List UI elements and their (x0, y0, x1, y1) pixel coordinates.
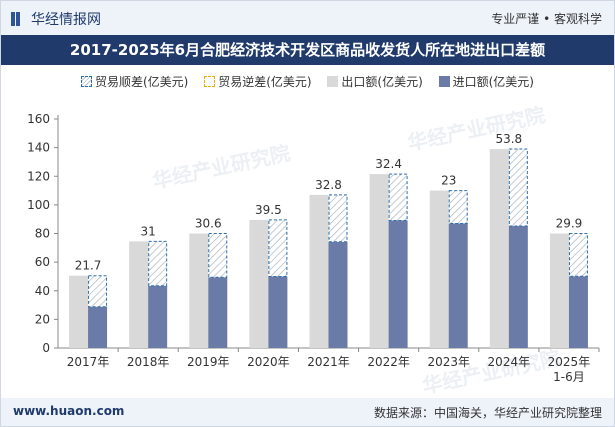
bar-export-0 (69, 275, 89, 348)
bar-surplus-6 (448, 190, 468, 224)
bar-import-5 (388, 220, 408, 348)
bar-export-4 (309, 194, 329, 348)
x-tick-label-8: 2025年 1-6月 (548, 355, 591, 384)
bar-surplus-1 (148, 240, 168, 287)
x-tick-label-3: 2020年 (247, 355, 290, 369)
x-tick-label-4: 2021年 (307, 355, 350, 369)
data-label-1: 31 (141, 224, 156, 238)
bar-import-7 (508, 226, 528, 348)
bar-export-8 (549, 233, 569, 348)
x-tick-label-1: 2018年 (127, 355, 170, 369)
brand[interactable]: 华经情报网 (11, 9, 101, 29)
y-tick-label-2: 40 (35, 284, 50, 298)
legend-label-import: 进口额(亿美元) (452, 75, 534, 89)
bar-export-5 (369, 174, 389, 348)
bar-surplus-5 (388, 173, 408, 221)
y-tick-label-5: 100 (27, 198, 50, 212)
bar-import-6 (448, 223, 468, 348)
bar-chart: 0 20 40 60 80 100 120 140 160 21.7 2017年 31 2018年 30.… (27, 112, 600, 384)
bar-export-3 (249, 219, 269, 348)
bar-import-2 (208, 277, 228, 348)
bar-export-6 (429, 190, 449, 348)
top-bar: 华经情报网 专业严谨 • 客观科学 (1, 1, 614, 35)
data-label-7: 53.8 (495, 132, 522, 146)
y-tick-label-7: 140 (27, 141, 50, 155)
data-label-0: 21.7 (75, 259, 102, 273)
bar-export-1 (129, 241, 149, 348)
data-label-5: 32.4 (375, 157, 402, 171)
y-tick-label-4: 80 (35, 227, 50, 241)
footer-url[interactable]: www.huaon.com (13, 404, 125, 418)
brand-logo-icon (11, 12, 25, 26)
data-label-4: 32.8 (315, 178, 342, 192)
legend-label-surplus: 贸易顺差(亿美元) (95, 75, 189, 89)
chart-legend: 贸易顺差(亿美元) 贸易逆差(亿美元) 出口额(亿美元) 进口额(亿美元) (1, 73, 614, 90)
x-tick-label-7: 2024年 (488, 355, 531, 369)
brand-name: 华经情报网 (31, 12, 101, 28)
y-tick-label-3: 60 (35, 255, 50, 269)
bar-import-8 (568, 276, 588, 348)
bar-surplus-2 (208, 233, 228, 278)
legend-label-export: 出口额(亿美元) (341, 75, 423, 89)
legend-item-export[interactable]: 出口额(亿美元) (327, 73, 423, 90)
y-tick-label-8: 160 (27, 112, 50, 126)
data-label-8: 29.9 (556, 217, 583, 231)
y-tick-label-1: 20 (35, 312, 50, 326)
legend-swatch-export (327, 76, 339, 87)
bar-export-7 (489, 149, 509, 348)
legend-swatch-surplus (81, 76, 92, 87)
data-label-3: 39.5 (255, 203, 282, 217)
bar-surplus-0 (88, 275, 108, 308)
legend-item-surplus[interactable]: 贸易顺差(亿美元) (81, 73, 188, 90)
data-label-6: 23 (441, 174, 456, 188)
slogan: 专业严谨 • 客观科学 (491, 12, 602, 26)
legend-swatch-import (438, 76, 450, 87)
footer: www.huaon.com 数据来源：中国海关，华经产业研究院整理 (1, 398, 614, 426)
x-tick-label-6: 2023年 (427, 355, 470, 369)
bar-import-3 (268, 276, 288, 348)
bar-import-4 (328, 241, 348, 348)
y-tick-label-0: 0 (42, 341, 50, 355)
legend-swatch-deficit (204, 76, 216, 87)
x-tick-label-2: 2019年 (187, 355, 230, 369)
legend-label-deficit: 贸易逆差(亿美元) (218, 75, 312, 89)
y-tick-label-6: 120 (27, 169, 50, 183)
x-tick-label-5: 2022年 (367, 355, 410, 369)
bar-surplus-3 (268, 219, 288, 277)
footer-source: 数据来源：中国海关，华经产业研究院整理 (373, 406, 602, 420)
chart-title: 2017-2025年6月合肥经济技术开发区商品收发货人所在地进出口差额 (1, 35, 614, 65)
x-tick-label-0: 2017年 (67, 355, 110, 369)
bar-surplus-8 (568, 233, 588, 277)
bar-import-0 (88, 306, 108, 348)
legend-item-deficit[interactable]: 贸易逆差(亿美元) (204, 73, 312, 90)
data-label-2: 30.6 (195, 217, 222, 231)
bar-surplus-7 (508, 148, 528, 227)
bar-surplus-4 (328, 194, 348, 243)
bar-export-2 (189, 233, 209, 348)
bar-import-1 (148, 285, 168, 348)
legend-item-import[interactable]: 进口额(亿美元) (438, 73, 534, 90)
